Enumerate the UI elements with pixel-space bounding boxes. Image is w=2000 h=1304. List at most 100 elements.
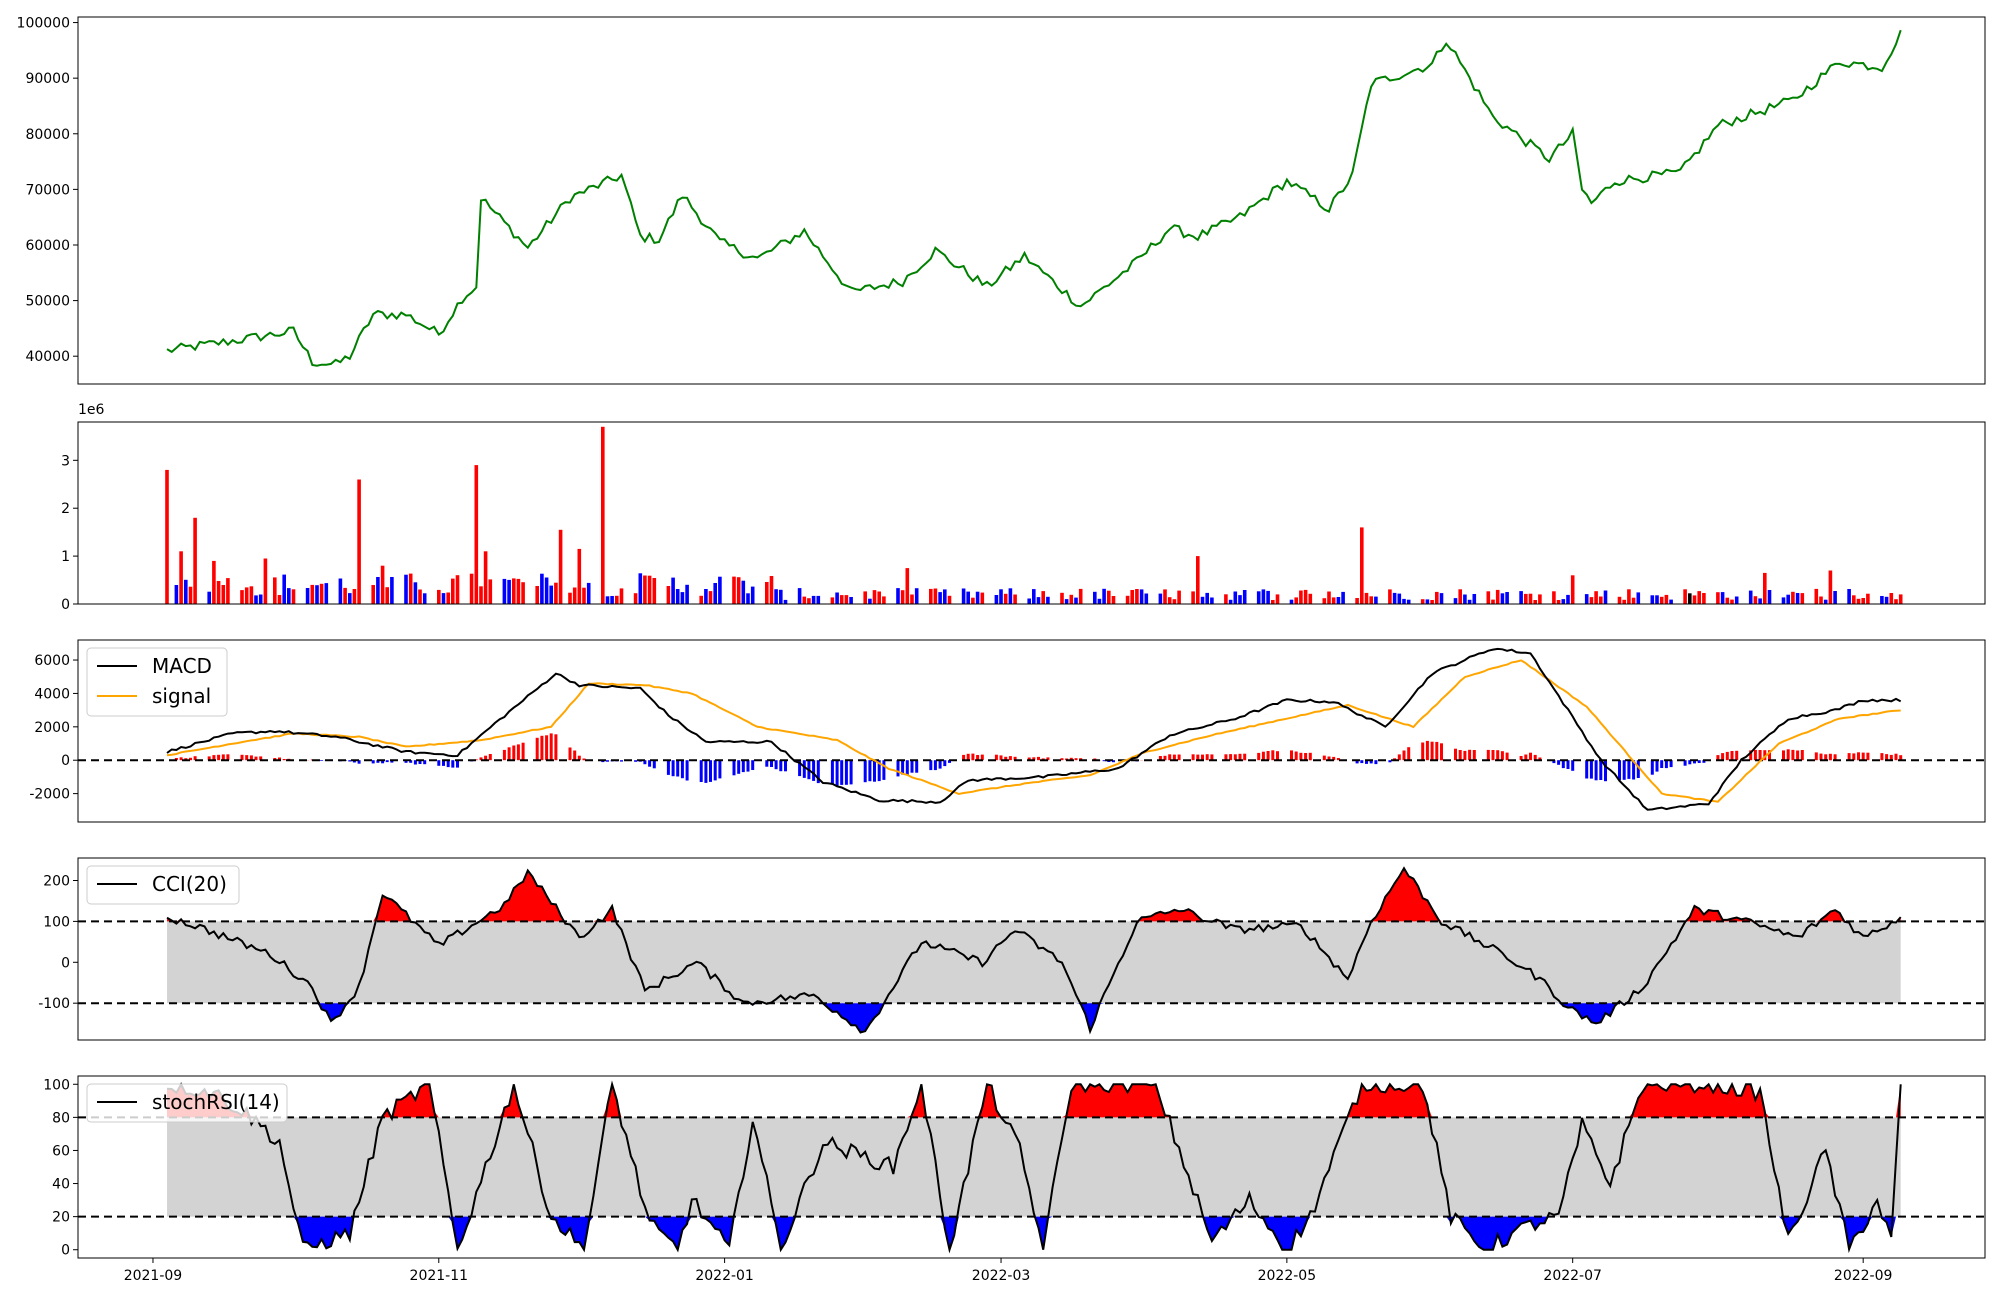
panel-frame: [78, 422, 1985, 604]
macd-histogram-bar: [517, 744, 520, 760]
volume-bar: [971, 598, 975, 604]
volume-bar: [1632, 598, 1636, 604]
volume-bar: [1388, 589, 1392, 604]
volume-bar: [877, 592, 881, 605]
volume-bar: [1533, 600, 1537, 604]
volume-bar: [1398, 594, 1402, 604]
volume-bar: [1145, 594, 1149, 605]
volume-bar: [1276, 594, 1280, 604]
volume-scale-label: 1e6: [78, 402, 105, 418]
macd-histogram-bar: [1360, 760, 1363, 763]
macd-histogram-bar: [620, 760, 623, 761]
macd-histogram-bar: [522, 743, 525, 761]
volume-bar: [404, 575, 408, 604]
macd-histogram-bar: [447, 760, 450, 767]
volume-bar: [1473, 594, 1477, 604]
macd-histogram-bar: [906, 760, 909, 775]
volume-bar: [1726, 598, 1730, 604]
macd-histogram-bar: [1496, 750, 1499, 760]
volume-bar: [863, 591, 867, 604]
macd-histogram-bar: [911, 760, 914, 773]
volume-bar: [343, 588, 347, 604]
volume-bar: [1571, 575, 1575, 604]
legend-label: CCI(20): [152, 872, 227, 896]
y-tick-label: 100000: [17, 16, 70, 32]
volume-bar: [545, 578, 549, 605]
macd-histogram-bar: [779, 760, 782, 771]
macd-histogram-bar: [1309, 753, 1312, 761]
macd-histogram-bar: [915, 760, 918, 773]
volume-bar: [1365, 593, 1369, 604]
volume-bar: [184, 580, 188, 604]
volume-bar: [1393, 593, 1397, 604]
volume-bar: [1196, 556, 1200, 604]
volume-bar: [339, 579, 343, 605]
macd-histogram-bar: [1492, 750, 1495, 760]
volume-bar: [503, 579, 507, 604]
macd-histogram-bar: [554, 734, 557, 760]
volume-bar: [1205, 593, 1209, 604]
volume-bar: [643, 576, 647, 605]
stochrsi-overbought-fill: [167, 1084, 1901, 1117]
volume-bar: [962, 589, 966, 605]
volume-bar: [1791, 592, 1795, 604]
volume-bar: [507, 580, 511, 604]
volume-bar: [882, 596, 886, 604]
volume-bar: [1880, 596, 1884, 604]
volume-bar: [1093, 592, 1097, 604]
volume-bar: [1730, 600, 1734, 604]
volume-bar: [1102, 589, 1106, 604]
macd-histogram-bar: [667, 760, 670, 775]
macd-histogram-bar: [676, 760, 679, 776]
macd-histogram-bar: [1670, 760, 1673, 767]
volume-bar: [746, 593, 750, 604]
signal-line: [167, 660, 1901, 801]
macd-histogram-bar: [1627, 760, 1630, 779]
macd-histogram-bar: [1501, 751, 1504, 760]
macd-histogram-bar: [1590, 760, 1593, 778]
volume-bar: [1618, 597, 1622, 604]
macd-histogram-bar: [283, 759, 286, 760]
volume-bar: [1622, 600, 1626, 604]
volume-bar: [264, 559, 268, 605]
macd-histogram-bar: [634, 760, 637, 762]
volume-bar: [259, 595, 263, 605]
macd-histogram-bar: [1787, 749, 1790, 760]
y-tick-label: 100: [43, 914, 70, 930]
volume-bar: [1627, 589, 1631, 604]
volume-bar: [521, 582, 525, 604]
volume-bar: [798, 588, 802, 604]
macd-histogram-bar: [1880, 753, 1883, 760]
volume-bar: [1173, 599, 1177, 604]
y-tick-label: 0: [61, 955, 70, 971]
volume-bar: [1815, 589, 1819, 604]
volume-bar: [212, 561, 216, 604]
macd-histogram-bar: [512, 746, 515, 761]
volume-bar: [1041, 591, 1045, 604]
macd-histogram-bar: [1440, 743, 1443, 760]
volume-bar: [1861, 598, 1865, 604]
volume-bar: [348, 593, 352, 604]
volume-bar: [1458, 589, 1462, 604]
macd-histogram-bar: [1623, 760, 1626, 780]
y-tick-label: 40000: [25, 349, 70, 365]
macd-histogram-bar: [1454, 749, 1457, 761]
volume-bar: [484, 551, 488, 604]
volume-bar: [442, 593, 446, 604]
volume-bar: [1683, 589, 1687, 604]
volume-bar: [489, 579, 493, 604]
volume-bar: [390, 577, 394, 604]
volume-bar: [193, 518, 197, 604]
volume-bar: [948, 596, 952, 604]
macd-histogram-bar: [1782, 750, 1785, 760]
volume-bar: [240, 590, 244, 604]
macd-histogram-bar: [1829, 754, 1832, 761]
volume-bar: [278, 595, 282, 604]
volume-bar: [1299, 591, 1303, 605]
volume-bar: [1421, 599, 1425, 604]
volume-bar: [189, 587, 193, 604]
y-tick-label: 80000: [25, 127, 70, 143]
macd-histogram-bar: [812, 760, 815, 781]
volume-bar: [615, 596, 619, 604]
macd-histogram-bar: [700, 760, 703, 782]
